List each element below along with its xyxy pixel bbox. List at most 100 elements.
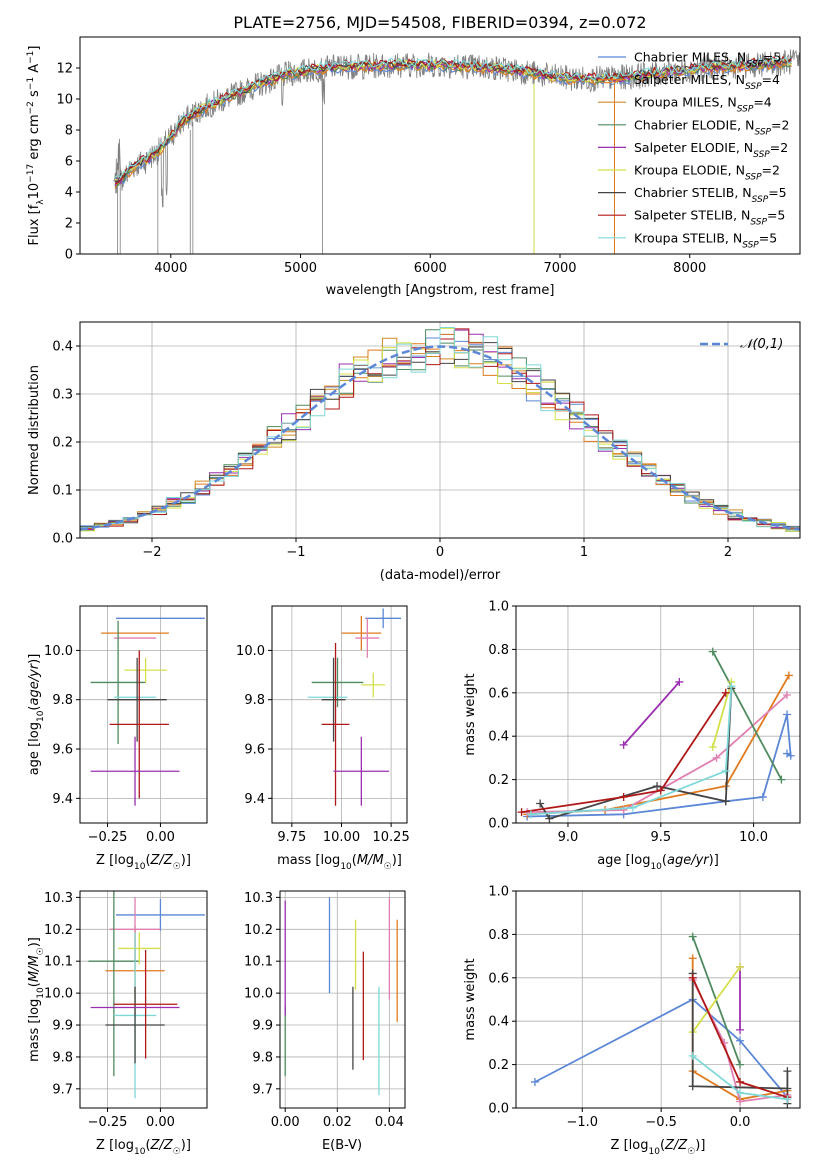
label-part: )] — [181, 853, 191, 868]
x-axis-label: E(B-V) — [322, 1138, 362, 1153]
x-tick-label: 0 — [436, 545, 444, 560]
weight-marker — [628, 803, 637, 812]
legend: 𝒩(0,1) — [700, 337, 783, 352]
legend-entry: 𝒩(0,1) — [740, 337, 783, 352]
label-part: −2 — [26, 101, 36, 114]
weight-marker — [736, 1097, 745, 1106]
panel-residuals: −2 −1 0 1 2 0.0 0.1 0.2 0.3 0.4 𝒩(0,1) (data-model)… — [27, 321, 801, 583]
weight-line — [527, 714, 792, 818]
x-tick-label: −0.5 — [645, 1115, 677, 1130]
x-tick-label: 0.00 — [271, 1115, 300, 1130]
label-part: Z [log — [96, 853, 134, 868]
weight-marker — [656, 786, 665, 795]
plot-area — [113, 49, 800, 254]
y-tick-label: 0.8 — [488, 928, 509, 943]
axes-box — [279, 890, 406, 1109]
y-tick-label: 4 — [65, 186, 73, 201]
figure-title: PLATE=2756, MJD=54508, FIBERID=0394, z=0… — [233, 13, 646, 32]
label-part: Flux [f — [27, 204, 42, 245]
y-tick-label: 0.4 — [488, 730, 509, 745]
legend-entry: Salpeter MILES, NSSP=4 — [634, 72, 780, 92]
weight-marker — [784, 671, 793, 680]
weight-marker — [708, 743, 717, 752]
axes-frame: −2 −1 0 1 2 0.0 0.1 0.2 0.3 0.4 — [52, 321, 801, 560]
label-part: ( — [352, 853, 357, 868]
weight-marker — [783, 1095, 792, 1104]
label-part: mass [log — [277, 853, 340, 868]
label-part: ( — [662, 853, 667, 868]
y-tick-label: 9.9 — [252, 1019, 273, 1034]
weight-marker — [721, 766, 730, 775]
weight-marker — [736, 962, 745, 971]
y-axis-label: mass [log10(M/M☉)] — [27, 937, 46, 1062]
weight-marker — [619, 792, 628, 801]
label-part: ( — [27, 982, 42, 987]
y-axis-label: Normed distribution — [27, 365, 42, 495]
weight-marker — [783, 1067, 792, 1076]
y-tick-label: 9.8 — [52, 1050, 73, 1065]
plot-area — [517, 647, 795, 823]
axes-frame: −1.0 −0.5 0.0 0.0 0.2 0.4 0.6 0.8 1.0 — [488, 885, 801, 1130]
y-tick-label: 12 — [56, 62, 73, 77]
axes-box — [271, 605, 408, 824]
y-tick-label: 9.9 — [52, 1019, 73, 1034]
x-axis-label: wavelength [Angstrom, rest frame] — [326, 283, 555, 298]
label-part: ☉ — [384, 862, 392, 872]
x-tick-label: 10.0 — [739, 830, 768, 845]
label-part: age/yr — [27, 662, 42, 705]
y-tick-label: 0.4 — [488, 1015, 509, 1030]
y-tick-label: 0.6 — [488, 686, 509, 701]
label-part: 10 — [134, 1147, 146, 1157]
x-tick-label: 0.04 — [375, 1115, 404, 1130]
label-part: 10 — [134, 862, 146, 872]
axes-frame: 9.75 10.00 10.25 9.4 9.6 9.8 10.0 — [236, 605, 410, 845]
y-tick-label: 0.6 — [488, 971, 509, 986]
weight-marker — [526, 810, 535, 819]
y-tick-label: 9.7 — [252, 1082, 273, 1097]
histogram-step — [80, 327, 800, 528]
panel-weight-vs-z: −1.0 −0.5 0.0 0.0 0.2 0.4 0.6 0.8 1.0 Z [log10(Z/… — [463, 885, 801, 1157]
weight-marker — [736, 1088, 745, 1097]
y-tick-label: 0.2 — [488, 773, 509, 788]
y-tick-label: 1.0 — [488, 600, 509, 615]
x-axis-label: age [log10(age/yr)] — [597, 853, 719, 872]
weight-marker — [688, 1051, 697, 1060]
normal-curve — [80, 345, 800, 531]
x-tick-label: 7000 — [543, 261, 576, 276]
label-part: Z [log — [611, 1138, 649, 1153]
legend-entry: Salpeter STELIB, NSSP=5 — [634, 208, 785, 228]
weight-marker — [758, 792, 767, 801]
x-tick-label: 1 — [580, 545, 588, 560]
plot-area — [530, 932, 792, 1108]
label-part: erg cm — [27, 114, 42, 163]
weight-marker — [530, 1077, 539, 1086]
y-tick-label: 9.4 — [244, 792, 265, 807]
label-part: A — [27, 64, 42, 77]
legend-entry: Kroupa STELIB, NSSP=5 — [634, 230, 777, 250]
weight-marker — [777, 775, 786, 784]
x-tick-label: 0.00 — [146, 1115, 175, 1130]
axes-frame: −0.25 0.00 9.7 9.8 9.9 10.0 10.1 10.2 10.3 — [44, 890, 208, 1130]
y-tick-label: 10.2 — [44, 923, 73, 938]
y-tick-label: 10.0 — [236, 644, 265, 659]
axes-box — [79, 36, 801, 255]
weight-line — [691, 966, 741, 1033]
label-part: ☉ — [687, 1147, 695, 1157]
y-tick-label: 0.4 — [52, 340, 73, 355]
y-tick-label: 0.3 — [52, 388, 73, 403]
x-axis-label: mass [log10(M/M☉)] — [277, 853, 402, 872]
label-part: Z/Z — [150, 1138, 174, 1153]
y-tick-label: 0.2 — [488, 1058, 509, 1073]
panel-weight-vs-age: 9.0 9.5 10.0 0.0 0.2 0.4 0.6 0.8 1.0 age [log10(a… — [463, 600, 801, 872]
x-tick-label: 10.00 — [323, 830, 360, 845]
label-part: ( — [145, 853, 150, 868]
label-part: Z/Z — [664, 1138, 688, 1153]
y-tick-label: 10 — [56, 93, 73, 108]
label-part: )] — [27, 654, 42, 664]
weight-line — [623, 681, 680, 746]
label-part: 10 — [650, 862, 662, 872]
plot-area — [307, 608, 402, 806]
y-tick-label: 9.8 — [252, 1050, 273, 1065]
